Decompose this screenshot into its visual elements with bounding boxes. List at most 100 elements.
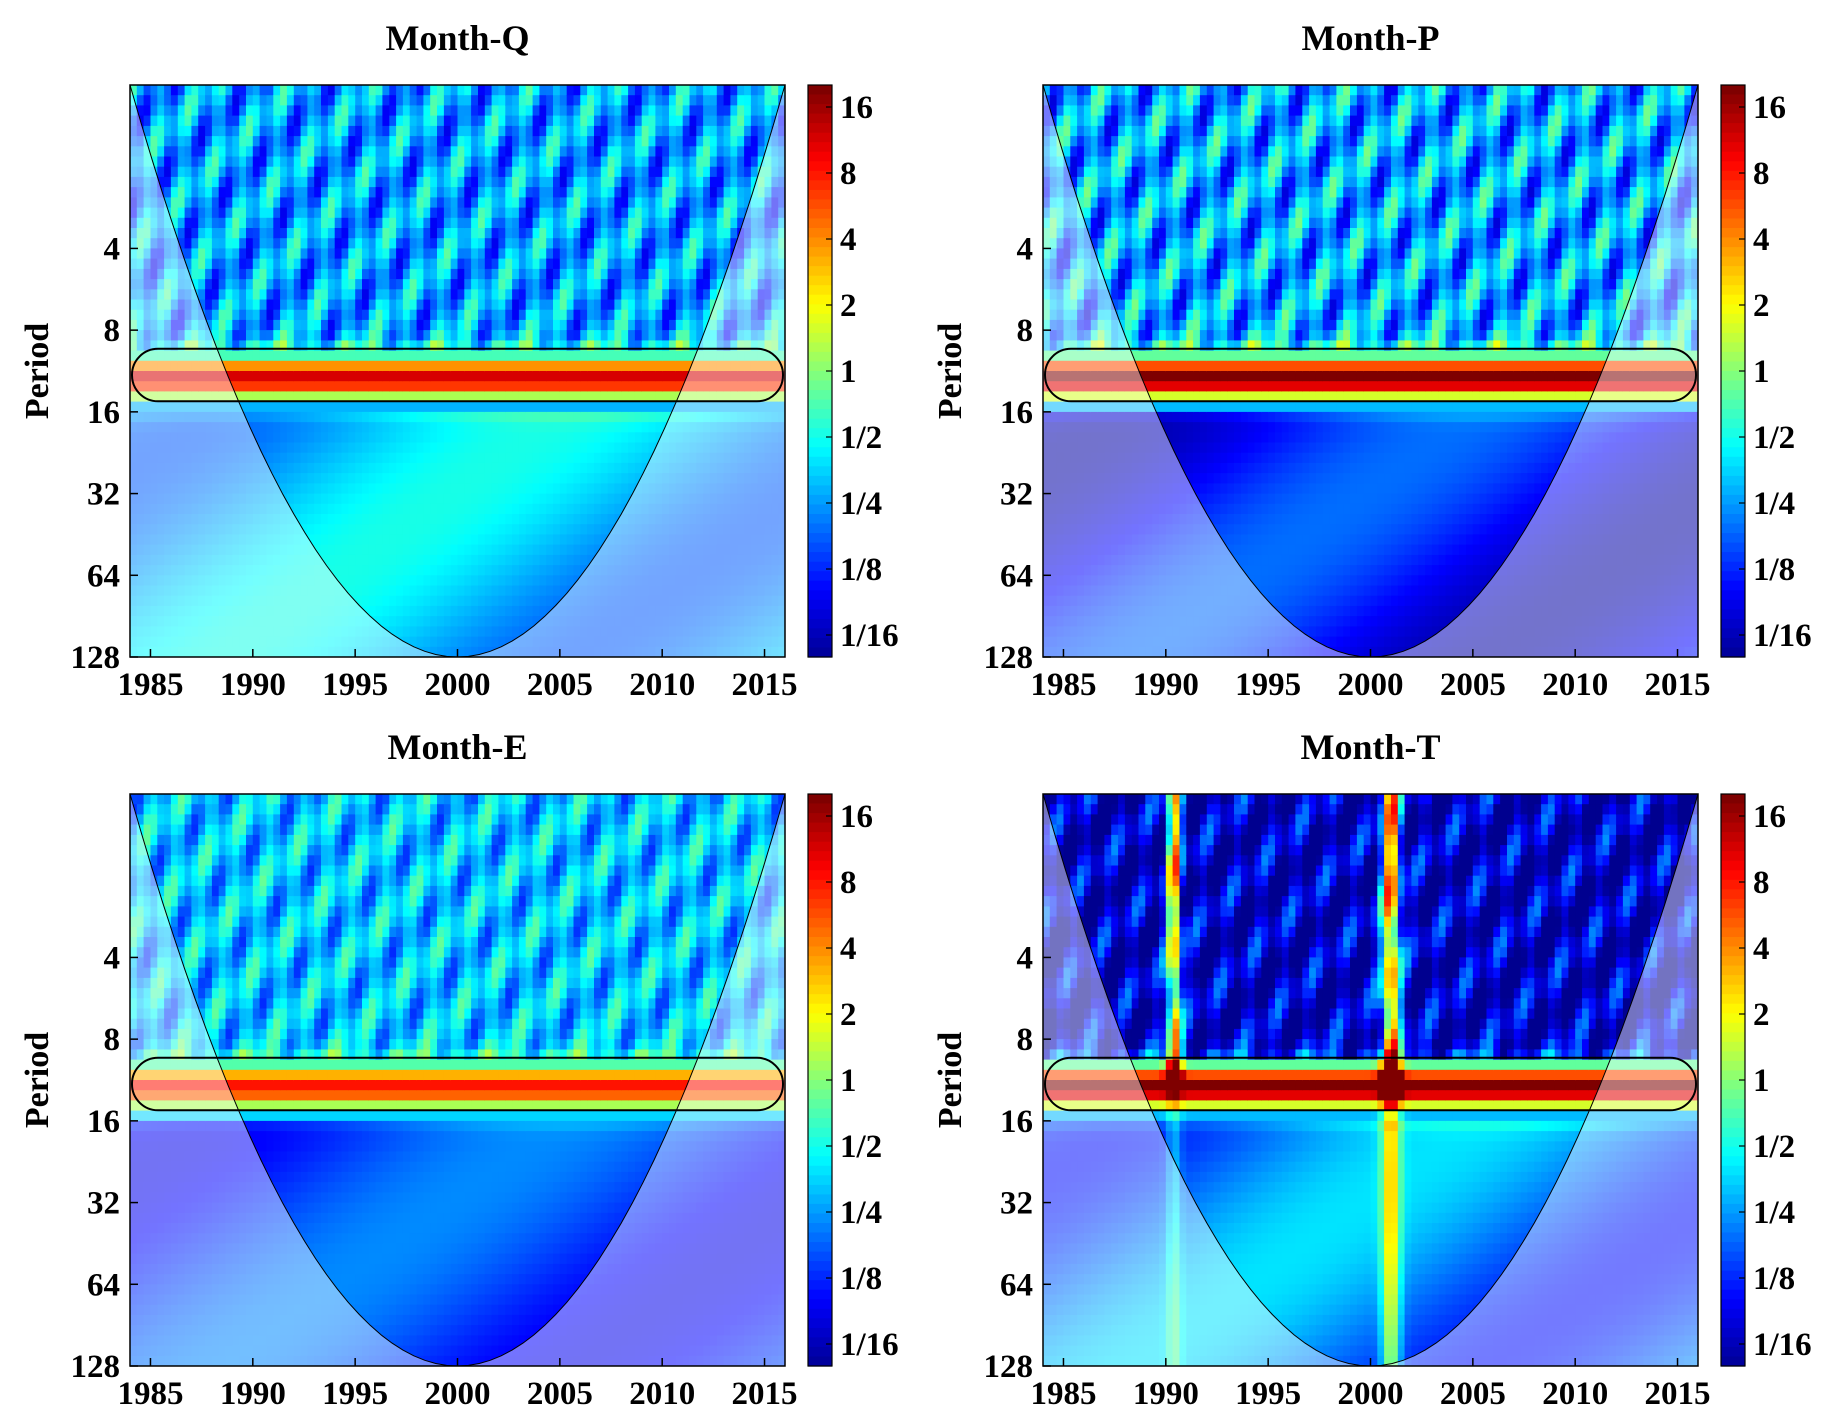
heatmap-cell	[164, 360, 172, 372]
heatmap-cell	[621, 156, 629, 168]
heatmap-cell	[628, 156, 636, 168]
heatmap-cell	[389, 626, 397, 638]
heatmap-cell	[607, 452, 615, 464]
heatmap-cell	[191, 268, 199, 280]
heatmap-cell	[471, 442, 479, 454]
heatmap-cell	[327, 524, 336, 535]
heatmap-cell	[703, 422, 711, 433]
heatmap-cell	[437, 319, 445, 331]
heatmap-cell	[218, 483, 227, 495]
heatmap-cell	[484, 473, 493, 484]
heatmap-cell	[198, 319, 206, 331]
heatmap-cell	[232, 166, 240, 178]
heatmap-cell	[198, 258, 206, 270]
heatmap-cell	[675, 258, 684, 270]
heatmap-cell	[191, 534, 199, 546]
heatmap-cell	[580, 544, 588, 556]
heatmap-cell	[416, 544, 424, 556]
heatmap-cell	[580, 289, 588, 301]
heatmap-cell	[307, 258, 315, 270]
heatmap-cell	[218, 238, 227, 249]
heatmap-cell	[136, 646, 145, 657]
heatmap-cell	[280, 483, 288, 495]
heatmap-cell	[273, 514, 281, 525]
heatmap-cell	[225, 483, 233, 495]
heatmap-cell	[375, 309, 383, 321]
heatmap-cell	[273, 156, 281, 168]
heatmap-cell	[286, 105, 295, 117]
heatmap-cell	[457, 422, 465, 433]
heatmap-cell	[628, 279, 636, 290]
heatmap-cell	[457, 483, 465, 495]
heatmap-cell	[641, 626, 650, 638]
heatmap-cell	[402, 258, 411, 270]
heatmap-cell	[634, 401, 643, 413]
heatmap-cell	[225, 176, 233, 188]
heatmap-cell	[205, 166, 213, 178]
heatmap-cell	[553, 268, 561, 280]
heatmap-cell	[293, 330, 302, 341]
heatmap-cell	[478, 524, 486, 535]
heatmap-cell	[246, 462, 254, 474]
heatmap-cell	[587, 503, 595, 515]
heatmap-cell	[266, 228, 274, 239]
heatmap-cell	[532, 452, 540, 464]
heatmap-cell	[225, 166, 233, 178]
heatmap-cell	[211, 95, 220, 106]
heatmap-cell	[594, 432, 602, 444]
heatmap-cell	[184, 197, 192, 209]
heatmap-cell	[518, 646, 527, 657]
heatmap-cell	[164, 391, 172, 403]
heatmap-cell	[703, 340, 711, 352]
heatmap-cell	[130, 371, 138, 382]
heatmap-cell	[634, 319, 643, 331]
heatmap-cell	[484, 360, 493, 372]
heatmap-cell	[334, 616, 343, 627]
heatmap-cell	[293, 595, 302, 607]
heatmap-cell	[450, 228, 459, 239]
heatmap-cell	[150, 483, 158, 495]
heatmap-cell	[478, 493, 486, 505]
heatmap-cell	[505, 605, 513, 617]
heatmap-cell	[703, 228, 711, 239]
heatmap-cell	[307, 626, 315, 638]
heatmap-cell	[709, 340, 718, 352]
heatmap-cell	[491, 534, 499, 546]
heatmap-cell	[389, 136, 397, 147]
heatmap-cell	[409, 585, 418, 597]
heatmap-cell	[252, 136, 261, 147]
heatmap-cell	[252, 585, 261, 597]
heatmap-cell	[177, 125, 186, 137]
heatmap-cell	[573, 279, 581, 290]
heatmap-cell	[600, 258, 609, 270]
heatmap-cell	[136, 85, 145, 96]
heatmap-cell	[600, 646, 609, 657]
heatmap-cell	[252, 350, 261, 362]
heatmap-cell	[382, 330, 390, 341]
heatmap-cell	[327, 156, 336, 168]
heatmap-cell	[546, 309, 554, 321]
heatmap-cell	[437, 268, 445, 280]
heatmap-cell	[273, 442, 281, 454]
heatmap-cell	[703, 493, 711, 505]
heatmap-cell	[389, 401, 397, 413]
heatmap-cell	[402, 146, 411, 158]
heatmap-cell	[191, 238, 199, 249]
heatmap-cell	[525, 462, 534, 474]
heatmap-cell	[246, 534, 254, 546]
heatmap-cell	[689, 207, 697, 219]
heatmap-cell	[553, 187, 561, 198]
heatmap-cell	[273, 473, 281, 484]
heatmap-cell	[416, 462, 424, 474]
heatmap-cell	[314, 565, 322, 576]
heatmap-cell	[730, 330, 738, 341]
heatmap-cell	[341, 595, 349, 607]
heatmap-cell	[505, 146, 513, 158]
heatmap-cell	[321, 381, 329, 392]
heatmap-cell	[478, 473, 486, 484]
heatmap-cell	[662, 391, 670, 403]
heatmap-cell	[218, 585, 227, 597]
heatmap-cell	[164, 605, 172, 617]
heatmap-cell	[362, 442, 370, 454]
heatmap-cell	[150, 462, 158, 474]
